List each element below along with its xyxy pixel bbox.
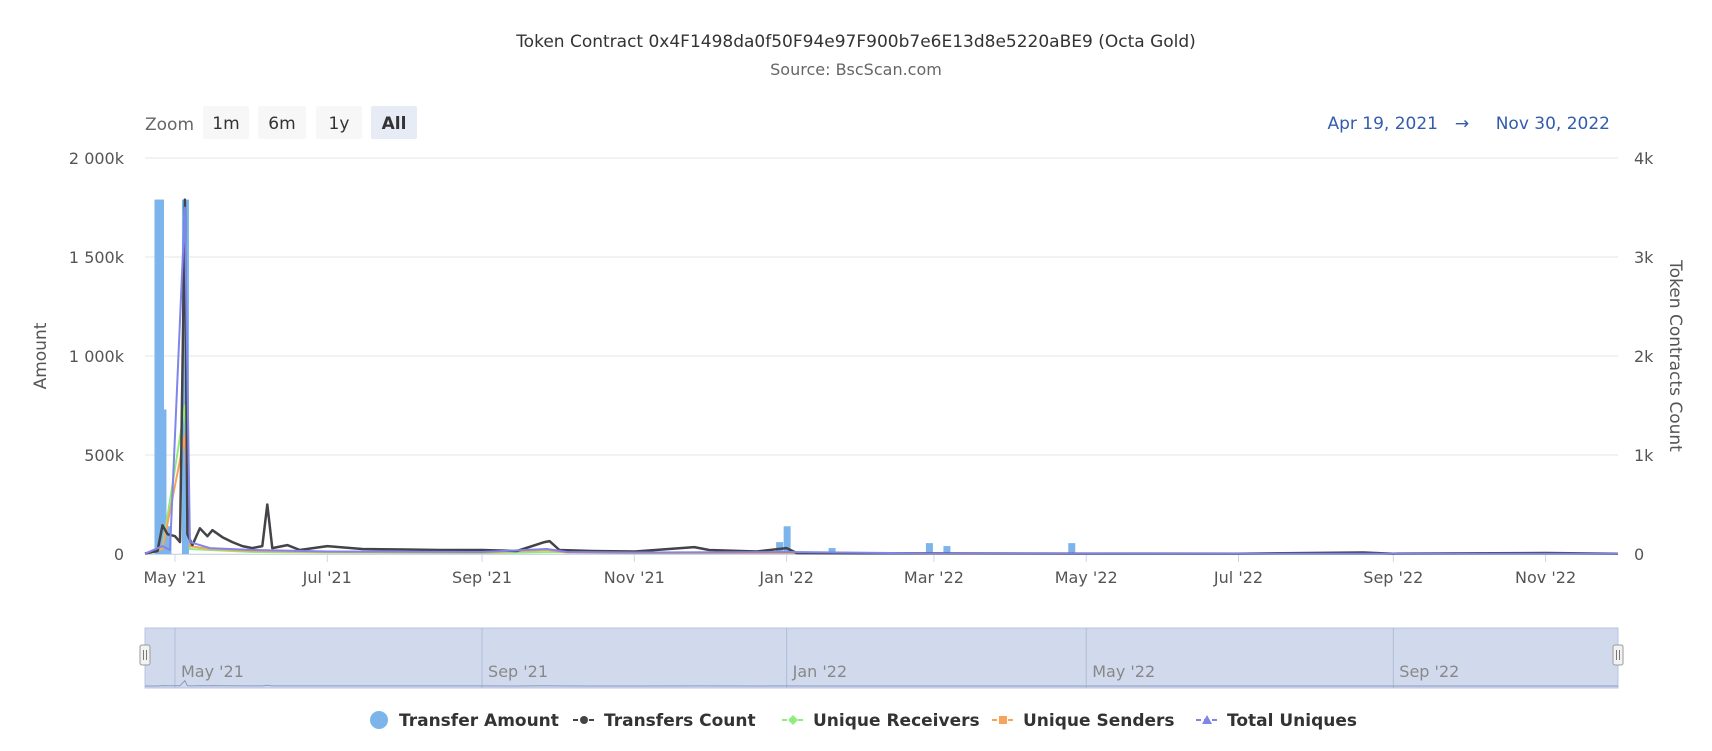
zoom-buttons: 1m 6m 1y All [203,106,417,139]
zoom-button-bg[interactable] [203,106,249,139]
x-axis: May '21 Jul '21 Sep '21 Nov '21 Jan '22 Mar '… [143,554,1618,587]
legend-label[interactable]: Total Uniques [1227,711,1357,731]
zoom-button-bg[interactable] [316,106,362,139]
transfer-amount-bars [154,199,1076,554]
range-to-date[interactable]: Nov 30, 2022 [1496,114,1610,134]
chart-subtitle: Source: BscScan.com [770,60,942,79]
legend-marker [1202,715,1212,724]
y-left-tick-label: 1 500k [69,248,125,267]
navigator-mask[interactable] [144,627,1619,689]
legend-item-transfer-amount[interactable]: Transfer Amount [370,711,559,731]
transfer-amount-bar[interactable] [925,543,933,554]
y-right-tick-label: 3k [1634,248,1654,267]
y-left-tick-label: 0 [114,545,124,564]
legend-marker [788,715,798,725]
navigator-series-line [145,679,1618,687]
legend-item-total-uniques[interactable]: Total Uniques [1196,711,1357,731]
y-right-tick-label: 2k [1634,347,1654,366]
transfer-amount-bar[interactable] [156,199,164,554]
y-axis-right-title: Token Contracts Count [1665,259,1685,452]
legend-label[interactable]: Unique Senders [1023,711,1175,731]
zoom-button-label[interactable]: 1m [212,114,239,134]
y-axis-left: 0 500k 1 000k 1 500k 2 000k [69,149,125,564]
series-lines [144,198,1619,555]
x-tick-label: May '22 [1055,568,1118,587]
y-left-tick-label: 500k [84,446,125,465]
navigator-label: Sep '21 [488,662,548,681]
x-tick-label: Jul '21 [302,568,352,587]
x-tick-label: Sep '21 [452,568,512,587]
legend-item-unique-senders[interactable]: Unique Senders [992,711,1175,731]
legend: Transfer Amount Transfers Count Unique Rec… [370,711,1357,731]
x-tick-label: Mar '22 [904,568,964,587]
y-right-tick-label: 0 [1634,545,1644,564]
y-right-tick-label: 1k [1634,446,1654,465]
zoom-button-all[interactable]: All [371,106,417,139]
range-from-date[interactable]: Apr 19, 2021 [1327,114,1438,134]
x-tick-label: Sep '22 [1363,568,1423,587]
navigator-label: Sep '22 [1399,662,1459,681]
zoom-button-6m[interactable]: 6m [258,106,306,139]
x-tick-label: Nov '21 [604,568,665,587]
handle-grip[interactable] [1612,644,1624,666]
legend-label[interactable]: Transfers Count [604,711,756,731]
total-uniques-line[interactable] [144,206,1618,555]
zoom-button-1y[interactable]: 1y [316,106,362,139]
transfer-amount-bar[interactable] [159,409,167,554]
legend-label[interactable]: Unique Receivers [813,711,980,731]
y-right-tick-label: 4k [1634,149,1654,168]
transfer-amount-bar[interactable] [164,526,172,554]
legend-item-unique-receivers[interactable]: Unique Receivers [782,711,980,731]
transfer-amount-bar[interactable] [828,548,836,554]
grid-lines [145,157,1618,555]
zoom-label: Zoom [145,115,194,135]
range-arrow: → [1455,114,1469,134]
x-tick-label: Jul '22 [1213,568,1263,587]
legend-item-transfers-count[interactable]: Transfers Count [573,711,756,731]
navigator-left-handle[interactable] [139,644,151,666]
navigator-label: May '22 [1092,662,1155,681]
x-tick-label: May '21 [143,568,206,587]
x-tick-label: Nov '22 [1515,568,1576,587]
navigator-right-handle[interactable] [1612,644,1624,666]
zoom-button-1m[interactable]: 1m [203,106,249,139]
zoom-button-label[interactable]: 6m [268,114,295,134]
transfer-amount-bar[interactable] [1068,543,1076,554]
navigator[interactable]: May '21 Sep '21 Jan '22 May '22 Sep '22 [139,627,1624,689]
legend-label[interactable]: Transfer Amount [399,711,559,731]
transfer-amount-bar[interactable] [783,526,791,554]
unique-receivers-line[interactable] [144,404,1618,555]
legend-marker [999,716,1007,724]
y-axis-right: 0 1k 2k 3k 4k [1634,149,1654,564]
transfer-amount-bar[interactable] [943,546,951,554]
zoom-button-bg[interactable] [371,106,417,139]
zoom-button-label[interactable]: 1y [329,114,350,134]
y-axis-left-title: Amount [31,322,51,389]
legend-marker [580,716,588,724]
legend-symbol [370,711,388,729]
y-left-tick-label: 2 000k [69,149,125,168]
zoom-button-label[interactable]: All [382,114,407,134]
navigator-label: Jan '22 [792,662,848,681]
y-left-tick-label: 1 000k [69,347,125,366]
x-tick-label: Jan '22 [758,568,814,587]
transfers-count-line[interactable] [144,198,1619,555]
navigator-label: May '21 [181,662,244,681]
zoom-button-bg[interactable] [258,106,306,139]
handle-grip[interactable] [139,644,151,666]
unique-senders-line[interactable] [144,434,1618,555]
chart-title: Token Contract 0x4F1498da0f50F94e97F900b… [515,32,1196,52]
